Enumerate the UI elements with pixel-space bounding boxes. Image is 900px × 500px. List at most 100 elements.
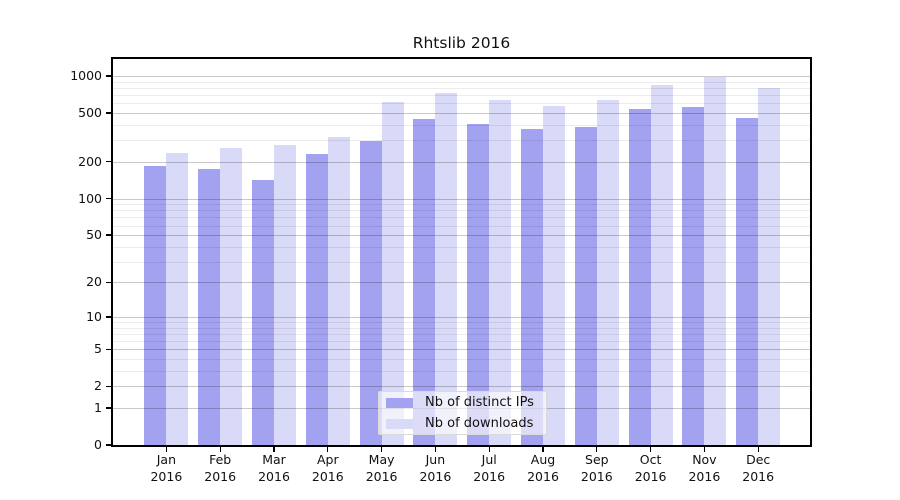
x-tick-mark [757, 447, 759, 452]
x-tick-label: Mar 2016 [247, 452, 301, 485]
y-tick-mark [106, 75, 111, 77]
y-tick-mark [106, 385, 111, 388]
y-tick-mark [106, 234, 111, 236]
x-tick-label-month: Jan [156, 452, 177, 467]
plot-area: Nb of distinct IPs Nb of downloads [113, 59, 810, 445]
y-tick-label: 2 [94, 378, 102, 394]
x-tick-mark [649, 447, 652, 452]
legend-label-downloads: Nb of downloads [425, 416, 534, 431]
x-tick-label-year: 2016 [365, 468, 398, 484]
y-tick-label: 20 [86, 274, 102, 290]
bar-jul-distinct-ips [467, 123, 490, 445]
y-tick-mark [106, 197, 111, 200]
y-tick-mark [106, 316, 111, 318]
bar-sep-downloads [596, 99, 619, 445]
legend-label-distinct-ips: Nb of distinct IPs [425, 395, 534, 410]
x-tick-label: May 2016 [355, 452, 409, 485]
y-tick-label: 50 [86, 227, 102, 243]
y-tick-mark [106, 407, 111, 409]
x-tick-label: Jun 2016 [408, 452, 462, 485]
bar-nov-distinct-ips [682, 107, 705, 445]
x-tick-label: Aug 2016 [516, 452, 570, 485]
x-tick-label: Nov 2016 [677, 452, 731, 485]
x-tick-label-year: 2016 [742, 468, 775, 484]
legend: Nb of distinct IPs Nb of downloads [378, 391, 547, 435]
x-tick-label-month: Jun [425, 452, 446, 467]
x-tick-mark [542, 447, 544, 452]
bar-oct-distinct-ips [628, 108, 651, 445]
x-tick-label-month: Oct [639, 452, 662, 467]
x-tick-label-month: Aug [530, 452, 556, 467]
x-tick-label-month: Apr [316, 452, 339, 467]
bar-feb-downloads [220, 148, 243, 445]
x-tick-label: Oct 2016 [624, 452, 678, 485]
bar-nov-downloads [704, 76, 727, 445]
y-tick-label: 1000 [70, 68, 102, 84]
bar-mar-distinct-ips [252, 179, 274, 445]
x-tick-mark [488, 447, 490, 452]
x-tick-mark [596, 447, 598, 452]
y-tick-mark [106, 444, 111, 446]
x-tick-label: Feb 2016 [193, 452, 247, 485]
y-tick-label: 200 [78, 153, 102, 169]
x-tick-label-month: Sep [585, 452, 609, 467]
x-tick-mark [434, 447, 437, 452]
bars-layer [113, 59, 810, 445]
bar-apr-downloads [327, 136, 350, 445]
x-tick-label-year: 2016 [311, 468, 344, 484]
x-tick-label-year: 2016 [150, 468, 183, 484]
x-tick-label-year: 2016 [634, 468, 667, 484]
bar-dec-distinct-ips [736, 118, 759, 445]
x-tick-label-year: 2016 [580, 468, 613, 484]
y-tick-label: 1 [94, 399, 102, 415]
chart-title: Rhtslib 2016 [412, 34, 511, 52]
bar-oct-downloads [650, 85, 673, 445]
x-tick-label-year: 2016 [688, 468, 721, 484]
x-tick-label-month: Jul [481, 452, 497, 467]
legend-swatch-downloads [386, 418, 413, 429]
x-tick-label-year: 2016 [419, 468, 452, 484]
bar-dec-downloads [758, 87, 781, 445]
x-tick-mark [273, 447, 275, 452]
bar-aug-distinct-ips [521, 129, 543, 445]
legend-item-distinct-ips: Nb of distinct IPs [379, 392, 546, 413]
x-tick-label-month: Feb [209, 452, 232, 467]
x-tick-mark [703, 447, 706, 452]
bar-jun-distinct-ips [413, 119, 436, 445]
y-tick-mark [106, 161, 111, 163]
x-tick-label-month: May [368, 452, 395, 467]
legend-swatch-distinct-ips [386, 397, 413, 408]
x-tick-label-year: 2016 [204, 468, 237, 484]
x-tick-label-month: Nov [692, 452, 717, 467]
y-tick-label: 100 [78, 190, 102, 206]
bar-sep-distinct-ips [574, 126, 597, 445]
y-tick-mark [106, 112, 111, 114]
x-tick-label-year: 2016 [258, 468, 290, 484]
x-tick-label-year: 2016 [473, 468, 506, 484]
x-tick-mark [165, 447, 168, 452]
y-tick-label: 10 [86, 308, 102, 324]
bar-jul-downloads [489, 100, 512, 445]
x-tick-mark [219, 447, 221, 452]
bar-may-downloads [381, 101, 404, 445]
x-tick-label: Dec 2016 [731, 452, 785, 485]
bar-aug-downloads [543, 106, 565, 445]
bar-jan-distinct-ips [144, 165, 167, 445]
x-tick-label-month: Dec [746, 452, 771, 467]
bar-jan-downloads [166, 152, 189, 445]
bar-mar-downloads [274, 145, 296, 445]
legend-item-downloads: Nb of downloads [379, 413, 546, 434]
y-tick-label: 500 [78, 104, 102, 120]
x-tick-label: Jul 2016 [462, 452, 516, 485]
bar-feb-distinct-ips [198, 168, 221, 445]
y-tick-label: 0 [94, 437, 102, 452]
x-tick-label: Jan 2016 [139, 452, 193, 485]
x-tick-label-year: 2016 [527, 468, 559, 484]
bar-apr-distinct-ips [305, 154, 328, 445]
x-tick-mark [327, 447, 329, 452]
bar-may-distinct-ips [359, 141, 382, 445]
x-tick-label: Sep 2016 [570, 452, 624, 485]
x-tick-label: Apr 2016 [301, 452, 355, 485]
y-tick-mark [106, 348, 111, 350]
y-tick-mark [106, 281, 111, 284]
